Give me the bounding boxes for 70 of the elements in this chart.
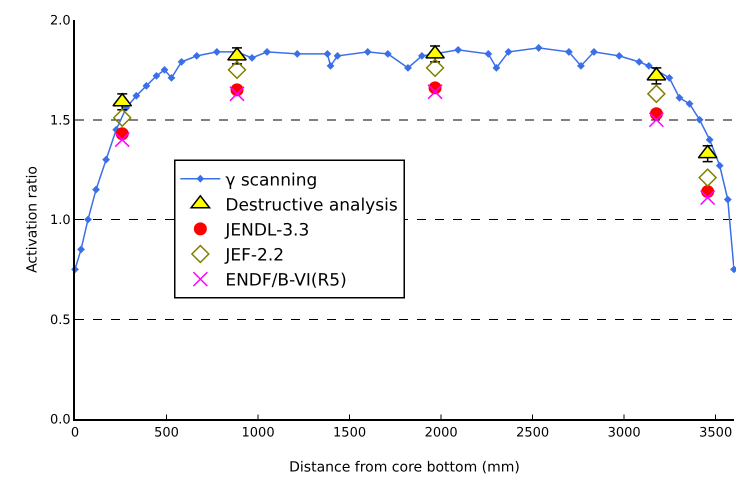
point <box>263 48 271 56</box>
point <box>248 54 256 62</box>
y-tick-label: 1.0 <box>50 213 71 228</box>
point <box>534 44 543 52</box>
point <box>716 162 724 170</box>
point <box>152 72 160 80</box>
point <box>228 60 246 80</box>
point <box>698 168 717 187</box>
point <box>384 50 392 58</box>
point <box>615 52 624 60</box>
point <box>293 50 302 58</box>
point <box>577 62 585 70</box>
point <box>160 66 168 74</box>
point <box>686 100 694 108</box>
point <box>192 52 201 60</box>
point <box>648 112 664 128</box>
point <box>484 50 492 58</box>
point <box>696 116 704 124</box>
point <box>454 46 462 54</box>
point <box>647 84 666 104</box>
point <box>590 48 598 56</box>
x-tick-label: 2000 <box>424 425 458 440</box>
y-tick-label: 0.0 <box>50 412 71 428</box>
legend-label: Destructive analysis <box>225 195 398 216</box>
point <box>504 48 512 56</box>
point <box>324 50 332 58</box>
x-tick-label: 1500 <box>333 425 366 440</box>
x-axis-title: Distance from core bottom (mm) <box>289 460 520 476</box>
point <box>724 196 732 204</box>
point <box>212 48 221 56</box>
point <box>114 132 130 148</box>
point <box>564 48 573 56</box>
point <box>77 246 85 254</box>
x-tick-label: 1000 <box>242 425 275 440</box>
x-tick-label: 500 <box>154 425 179 440</box>
x-tick-label: 3000 <box>608 425 641 440</box>
point <box>142 82 150 90</box>
x-tick-label: 0 <box>70 425 80 440</box>
point <box>635 58 644 66</box>
x-tick-label: 2500 <box>516 425 550 440</box>
point <box>418 52 426 60</box>
legend-label: γ scanning <box>225 170 318 190</box>
point <box>84 216 92 224</box>
legend-label: JEF-2.2 <box>224 246 284 266</box>
legend-label: ENDF/B-VI(R5) <box>225 270 347 291</box>
point <box>113 108 132 127</box>
point <box>132 92 140 100</box>
point <box>492 64 500 72</box>
point <box>178 58 186 66</box>
y-tick-label: 1.5 <box>50 113 71 128</box>
point <box>676 94 684 102</box>
point <box>426 58 444 78</box>
point <box>427 84 443 100</box>
point <box>700 190 716 206</box>
point <box>102 156 110 164</box>
point <box>706 136 714 144</box>
point <box>326 62 334 70</box>
point <box>404 64 412 72</box>
point <box>665 74 674 82</box>
point <box>229 86 245 102</box>
y-tick-label: 2.0 <box>50 14 71 29</box>
point <box>644 62 653 70</box>
point <box>364 48 372 56</box>
point <box>168 74 176 82</box>
y-axis-title: Activation ratio <box>24 166 40 273</box>
x-tick-label: 3500 <box>699 425 732 440</box>
legend-label: JENDL-3.3 <box>224 220 310 241</box>
point <box>334 52 342 60</box>
point <box>92 186 100 194</box>
y-tick-label: 0.5 <box>50 312 71 328</box>
